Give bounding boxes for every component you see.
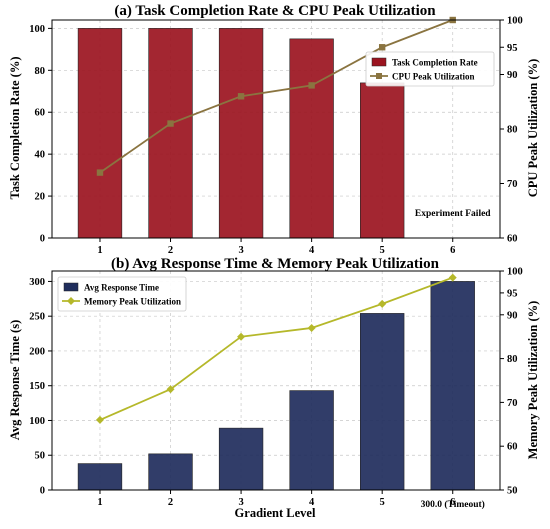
y2-tick-label: 70 <box>507 398 518 409</box>
bar <box>77 463 123 491</box>
plot-frame <box>51 270 501 491</box>
y-tick-label: 0 <box>40 486 45 497</box>
y2-tick-label: 100 <box>507 267 523 278</box>
annotation-text: Experiment Failed <box>415 209 491 219</box>
y-tick-label: 250 <box>29 312 45 323</box>
data-point <box>378 299 387 308</box>
y-tick-label: 150 <box>29 381 45 392</box>
legend-marker <box>67 297 75 305</box>
legend-label: CPU Peak Utilization <box>392 72 475 82</box>
data-point <box>96 169 104 176</box>
y2-tick-label: 70 <box>507 179 518 190</box>
bar <box>430 281 475 491</box>
x-tick-label: 3 <box>238 245 243 256</box>
bar <box>77 28 123 239</box>
x-tick-label: 2 <box>168 245 173 256</box>
panel-b: 0 50 100 150 200 250 300 50 60 70 80 90 95 100 1 2 3 4 5 63… <box>29 267 523 511</box>
legend-box <box>365 51 495 87</box>
x-tick-label: 3 <box>238 497 243 508</box>
panel-a-title: (a) Task Completion Rate & CPU Peak Util… <box>114 3 436 19</box>
x-tick-label: 4 <box>309 245 315 256</box>
y2-tick-label: 90 <box>507 70 518 81</box>
data-point <box>167 120 174 127</box>
y-tick-label: 100 <box>29 416 45 427</box>
x-tick-label: 2 <box>168 497 173 508</box>
series-line <box>99 19 454 174</box>
y-tick-label: 50 <box>35 451 46 462</box>
y2-tick-label: 60 <box>507 442 518 453</box>
legend-label: Task Completion Rate <box>392 58 478 68</box>
y2-tick-label: 100 <box>507 16 523 27</box>
y2-tick-label: 90 <box>507 310 518 321</box>
bar <box>360 82 405 239</box>
panel-a-y2-label: CPU Peak Utilization (%) <box>526 59 540 198</box>
x-tick-label: 5 <box>380 497 385 508</box>
bar <box>148 28 193 239</box>
panel-b-y-label: Avg Response Time (s) <box>8 320 22 441</box>
x-tick-label: 6 <box>450 497 455 508</box>
x-tick-label: 1 <box>97 497 102 508</box>
y2-tick-label: 95 <box>507 288 518 299</box>
bar <box>218 28 264 239</box>
y-tick-label: 40 <box>35 150 46 161</box>
legend-swatch-bar <box>63 282 79 292</box>
y-tick-label: 100 <box>29 24 45 35</box>
y2-tick-label: 80 <box>507 354 518 365</box>
y2-tick-label: 95 <box>507 43 518 54</box>
series-line <box>99 276 454 421</box>
legend-box <box>57 276 187 312</box>
data-point <box>307 323 316 332</box>
x-tick-label: 6 <box>450 245 455 256</box>
data-point <box>166 385 175 394</box>
bar <box>360 313 405 491</box>
y-tick-label: 0 <box>40 234 45 245</box>
y-tick-label: 80 <box>35 66 46 77</box>
y-tick-label: 60 <box>35 108 46 119</box>
bar <box>289 38 334 239</box>
x-tick-label: 4 <box>309 497 315 508</box>
legend-label: Memory Peak Utilization <box>84 297 181 307</box>
panel-b-title: (b) Avg Response Time & Memory Peak Util… <box>111 256 440 272</box>
bar <box>148 453 193 491</box>
bar <box>289 390 334 491</box>
panel-b-x-label: Gradient Level <box>235 506 316 520</box>
data-point <box>308 82 315 89</box>
data-point <box>378 44 386 51</box>
y-tick-label: 300 <box>29 277 45 288</box>
bar <box>218 427 264 491</box>
annotation-text: 300.0 (Timeout) <box>421 499 485 510</box>
y2-tick-label: 80 <box>507 125 518 136</box>
y2-tick-label: 60 <box>507 234 518 245</box>
y-tick-label: 200 <box>29 346 45 357</box>
legend-marker <box>376 73 382 79</box>
y-tick-label: 20 <box>35 192 46 203</box>
data-point <box>237 93 245 100</box>
data-point <box>448 273 457 282</box>
data-point <box>95 415 104 424</box>
legend-label: Avg Response Time <box>84 283 159 293</box>
x-tick-label: 1 <box>97 245 102 256</box>
panel-a: 0 20 40 60 80 100 60 70 80 90 95 100 1 2 3 4 5 6 Experimen… <box>29 16 523 257</box>
panel-b-y2-label: Memory Peak Utilization (%) <box>526 301 540 460</box>
panel-a-y-label: Task Completion Rate (%) <box>8 57 22 200</box>
x-tick-label: 5 <box>380 245 385 256</box>
legend-swatch-bar <box>371 57 387 67</box>
data-point <box>237 332 246 341</box>
y2-tick-label: 50 <box>507 486 518 497</box>
